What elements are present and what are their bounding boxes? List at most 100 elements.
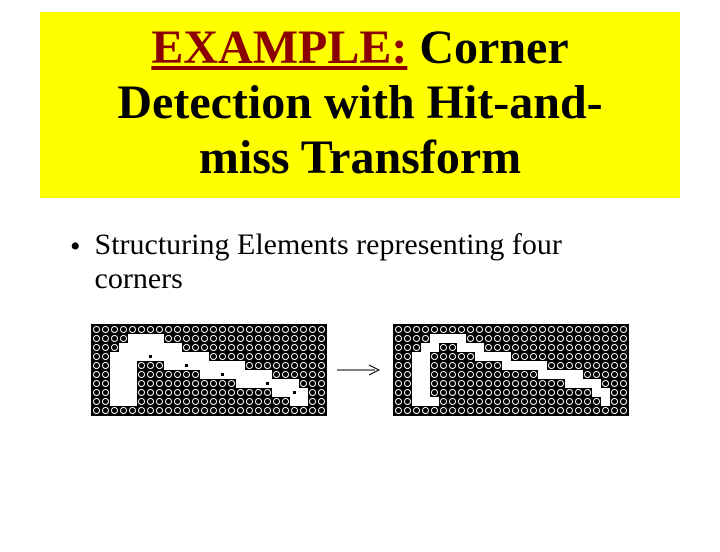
grid-cell bbox=[403, 325, 412, 334]
grid-cell bbox=[137, 352, 146, 361]
grid-cell bbox=[592, 343, 601, 352]
grid-cell bbox=[200, 352, 209, 361]
grid-cell bbox=[272, 397, 281, 406]
grid-cell bbox=[308, 397, 317, 406]
grid-cell bbox=[619, 370, 628, 379]
grid-cell bbox=[394, 325, 403, 334]
grid-cell bbox=[146, 397, 155, 406]
grid-cell bbox=[592, 325, 601, 334]
grid-cell bbox=[245, 325, 254, 334]
grid-cell bbox=[317, 352, 326, 361]
grid-cell bbox=[119, 370, 128, 379]
grid-cell bbox=[290, 334, 299, 343]
grid-cell bbox=[164, 352, 173, 361]
grid-cell bbox=[601, 334, 610, 343]
grid-cell bbox=[394, 379, 403, 388]
grid-cell bbox=[254, 379, 263, 388]
grid-cell bbox=[394, 397, 403, 406]
grid-cell bbox=[182, 361, 191, 370]
grid-cell bbox=[394, 343, 403, 352]
grid-cell bbox=[173, 361, 182, 370]
title-rest-1: Corner bbox=[407, 21, 568, 74]
grid-cell bbox=[547, 388, 556, 397]
grid-cell bbox=[101, 379, 110, 388]
grid-cell bbox=[92, 325, 101, 334]
grid-cell bbox=[173, 325, 182, 334]
grid-cell bbox=[272, 334, 281, 343]
grid-cell bbox=[101, 361, 110, 370]
grid-cell bbox=[290, 370, 299, 379]
grid-cell bbox=[254, 397, 263, 406]
grid-cell bbox=[245, 388, 254, 397]
grid-cell bbox=[529, 370, 538, 379]
grid-cell bbox=[263, 334, 272, 343]
title-example-label: EXAMPLE: bbox=[151, 21, 407, 74]
grid-cell bbox=[128, 343, 137, 352]
grid-cell bbox=[484, 325, 493, 334]
grid-cell bbox=[317, 379, 326, 388]
grid-cell bbox=[430, 325, 439, 334]
grid-cell bbox=[200, 379, 209, 388]
grid-cell bbox=[155, 325, 164, 334]
grid-cell bbox=[421, 406, 430, 415]
grid-cell bbox=[92, 388, 101, 397]
grid-cell bbox=[421, 352, 430, 361]
grid-cell bbox=[538, 379, 547, 388]
grid-cell bbox=[466, 325, 475, 334]
grid-cell bbox=[191, 379, 200, 388]
grid-cell bbox=[227, 361, 236, 370]
bullet-row: • Structuring Elements representing four… bbox=[70, 228, 650, 296]
grid-cell bbox=[475, 370, 484, 379]
grid-cell bbox=[236, 406, 245, 415]
grid-cell bbox=[484, 397, 493, 406]
grid-cell bbox=[493, 334, 502, 343]
grid-cell bbox=[281, 325, 290, 334]
grid-cell bbox=[236, 352, 245, 361]
grid-cell bbox=[155, 379, 164, 388]
grid-cell bbox=[412, 406, 421, 415]
grid-cell bbox=[457, 334, 466, 343]
grid-cell bbox=[218, 370, 227, 379]
grid-cell bbox=[583, 343, 592, 352]
grid-cell bbox=[493, 361, 502, 370]
grid-cell bbox=[565, 379, 574, 388]
grid-cell bbox=[493, 343, 502, 352]
grid-cell bbox=[619, 379, 628, 388]
grid-cell bbox=[137, 361, 146, 370]
grid-cell bbox=[155, 361, 164, 370]
grid-cell bbox=[430, 334, 439, 343]
grid-cell bbox=[538, 343, 547, 352]
grid-cell bbox=[565, 370, 574, 379]
grid-cell bbox=[254, 343, 263, 352]
grid-cell bbox=[155, 406, 164, 415]
grid-cell bbox=[529, 352, 538, 361]
grid-cell bbox=[601, 325, 610, 334]
grid-cell bbox=[281, 361, 290, 370]
grid-cell bbox=[439, 379, 448, 388]
grid-cell bbox=[317, 397, 326, 406]
grid-cell bbox=[547, 343, 556, 352]
grid-cell bbox=[475, 352, 484, 361]
grid-cell bbox=[290, 397, 299, 406]
grid-cell bbox=[430, 388, 439, 397]
grid-cell bbox=[439, 325, 448, 334]
grid-cell bbox=[466, 370, 475, 379]
grid-cell bbox=[520, 334, 529, 343]
grid-cell bbox=[565, 406, 574, 415]
grid-cell bbox=[110, 397, 119, 406]
grid-cell bbox=[484, 361, 493, 370]
grid-cell bbox=[308, 352, 317, 361]
grid-cell bbox=[128, 397, 137, 406]
grid-cell bbox=[430, 352, 439, 361]
grid-cell bbox=[299, 343, 308, 352]
arrow-icon bbox=[335, 360, 385, 380]
grid-cell bbox=[448, 343, 457, 352]
grid-cell bbox=[439, 388, 448, 397]
grid-cell bbox=[592, 370, 601, 379]
grid-cell bbox=[610, 343, 619, 352]
grid-cell bbox=[610, 325, 619, 334]
grid-cell bbox=[290, 325, 299, 334]
grid-cell bbox=[254, 352, 263, 361]
grid-cell bbox=[137, 406, 146, 415]
grid-cell bbox=[565, 397, 574, 406]
